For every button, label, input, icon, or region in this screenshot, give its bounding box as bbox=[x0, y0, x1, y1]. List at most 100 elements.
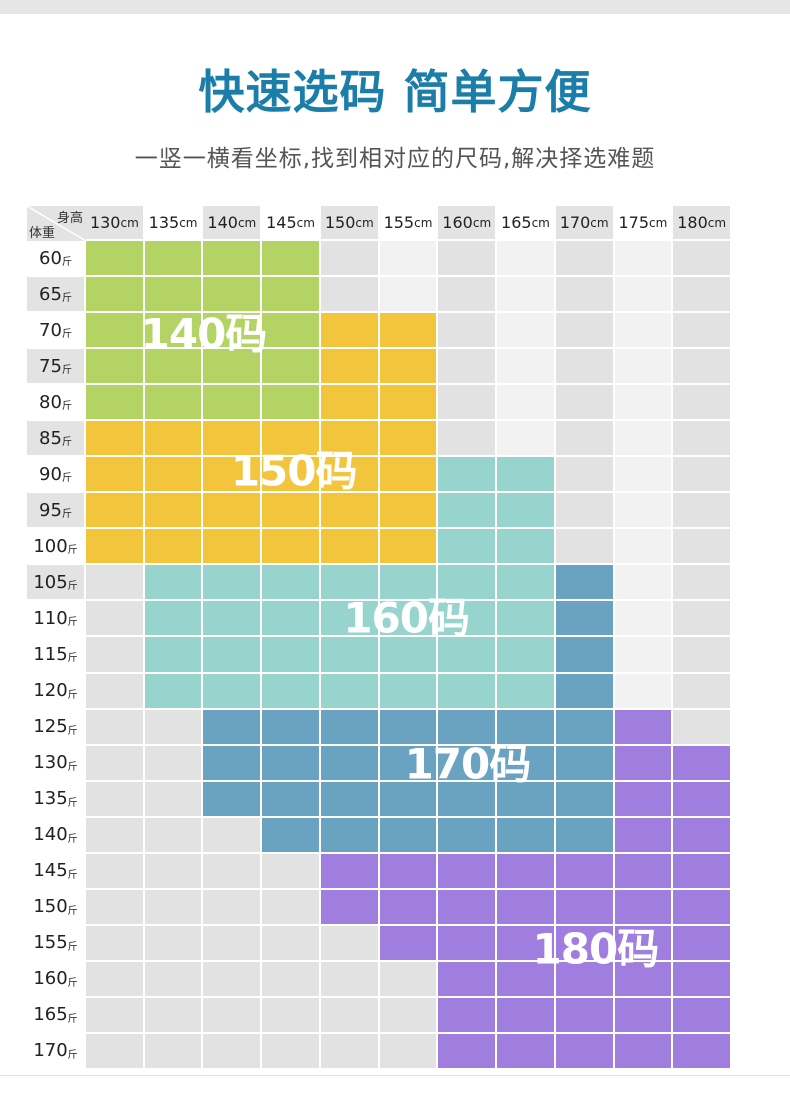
row-header-105: 105 斤 bbox=[27, 565, 86, 602]
empty-cell bbox=[497, 349, 556, 386]
size-cell-140 bbox=[203, 277, 263, 314]
row-header-unit: 斤 bbox=[67, 941, 78, 953]
empty-cell bbox=[614, 529, 674, 566]
size-cell-180 bbox=[673, 1033, 732, 1070]
page-subtitle: 一竖一横看坐标,找到相对应的尺码,解决择选难题 bbox=[134, 146, 656, 172]
row-header-60: 60 斤 bbox=[27, 241, 86, 278]
size-cell-140 bbox=[262, 349, 321, 386]
empty-cell bbox=[86, 1033, 145, 1070]
row-header-value: 100 bbox=[33, 535, 68, 557]
row-header-95: 95 斤 bbox=[27, 493, 86, 530]
column-header-unit: cm bbox=[590, 215, 609, 230]
size-cell-140 bbox=[144, 241, 204, 278]
size-cell-180 bbox=[614, 1033, 674, 1070]
size-cell-170 bbox=[555, 601, 615, 638]
size-cell-150 bbox=[379, 313, 439, 350]
size-cell-160 bbox=[203, 637, 263, 674]
size-cell-160 bbox=[438, 565, 498, 602]
size-cell-170 bbox=[379, 781, 439, 818]
row-header-unit: 斤 bbox=[67, 545, 78, 557]
row-header-unit: 斤 bbox=[67, 761, 78, 773]
size-cell-160 bbox=[203, 601, 263, 638]
size-cell-160 bbox=[320, 601, 380, 638]
column-header-value: 165 bbox=[501, 213, 532, 232]
size-cell-150 bbox=[144, 421, 204, 458]
row-header-unit: 斤 bbox=[61, 437, 72, 449]
empty-cell bbox=[320, 997, 380, 1034]
size-cell-170 bbox=[320, 817, 380, 854]
size-cell-180 bbox=[614, 961, 674, 998]
column-header-value: 175 bbox=[618, 213, 650, 232]
column-header-130: 130 cm bbox=[86, 206, 145, 241]
empty-cell bbox=[144, 997, 204, 1034]
row-header-170: 170 斤 bbox=[27, 1033, 86, 1070]
size-cell-180 bbox=[614, 853, 674, 890]
row-header-value: 90 bbox=[39, 463, 62, 485]
size-cell-180 bbox=[320, 889, 380, 926]
row-header-unit: 斤 bbox=[67, 1049, 78, 1061]
size-cell-170 bbox=[555, 781, 615, 818]
empty-cell bbox=[203, 817, 263, 854]
row-header-unit: 斤 bbox=[67, 905, 78, 917]
size-cell-140 bbox=[144, 277, 204, 314]
empty-cell bbox=[203, 853, 263, 890]
size-cell-140 bbox=[144, 313, 204, 350]
row-header-unit: 斤 bbox=[61, 401, 72, 413]
size-cell-140 bbox=[86, 385, 145, 422]
empty-cell bbox=[673, 529, 732, 566]
size-cell-180 bbox=[673, 889, 732, 926]
row-header-85: 85 斤 bbox=[27, 421, 86, 458]
empty-cell bbox=[555, 493, 615, 530]
empty-cell bbox=[555, 241, 615, 278]
size-cell-170 bbox=[379, 709, 439, 746]
row-header-value: 135 bbox=[33, 788, 68, 810]
size-cell-160 bbox=[497, 565, 556, 602]
empty-cell bbox=[86, 925, 145, 962]
row-header-150: 150 斤 bbox=[27, 889, 86, 926]
size-cell-160 bbox=[438, 457, 498, 494]
row-header-165: 165 斤 bbox=[27, 997, 86, 1034]
page-title: 快速选码 简单方便 bbox=[198, 65, 592, 119]
size-cell-180 bbox=[673, 853, 732, 890]
column-header-value: 180 bbox=[677, 213, 708, 232]
size-cell-180 bbox=[497, 925, 556, 962]
empty-cell bbox=[497, 313, 556, 350]
column-header-unit: cm bbox=[120, 215, 139, 230]
column-header-160: 160 cm bbox=[438, 206, 498, 241]
size-cell-180 bbox=[497, 853, 556, 890]
corner-column-axis-label: 身高 bbox=[56, 211, 83, 226]
empty-cell bbox=[86, 997, 145, 1034]
empty-cell bbox=[262, 997, 321, 1034]
size-cell-140 bbox=[203, 241, 263, 278]
size-cell-170 bbox=[203, 745, 263, 782]
empty-cell bbox=[86, 709, 145, 746]
row-header-unit: 斤 bbox=[67, 581, 78, 593]
size-cell-160 bbox=[497, 529, 556, 566]
size-cell-160 bbox=[203, 673, 263, 710]
row-header-unit: 斤 bbox=[61, 473, 72, 485]
empty-cell bbox=[379, 997, 439, 1034]
row-header-100: 100 斤 bbox=[27, 529, 86, 566]
row-header-unit: 斤 bbox=[67, 869, 78, 881]
empty-cell bbox=[320, 277, 380, 314]
size-cell-140 bbox=[262, 241, 321, 278]
empty-cell bbox=[555, 457, 615, 494]
row-header-135: 135 斤 bbox=[27, 781, 86, 818]
column-header-155: 155 cm bbox=[379, 206, 439, 241]
size-cell-150 bbox=[379, 421, 439, 458]
empty-cell bbox=[673, 565, 732, 602]
size-cell-150 bbox=[320, 421, 380, 458]
row-header-unit: 斤 bbox=[67, 977, 78, 989]
size-cell-150 bbox=[203, 421, 263, 458]
row-header-value: 80 bbox=[39, 391, 62, 413]
size-cell-180 bbox=[673, 781, 732, 818]
size-cell-150 bbox=[320, 313, 380, 350]
row-header-65: 65 斤 bbox=[27, 277, 86, 314]
row-header-value: 145 bbox=[33, 860, 68, 882]
row-header-unit: 斤 bbox=[67, 797, 78, 809]
empty-cell bbox=[614, 277, 674, 314]
column-header-135: 135 cm bbox=[144, 206, 204, 241]
empty-cell bbox=[86, 637, 145, 674]
size-cell-170 bbox=[320, 709, 380, 746]
empty-cell bbox=[614, 673, 674, 710]
